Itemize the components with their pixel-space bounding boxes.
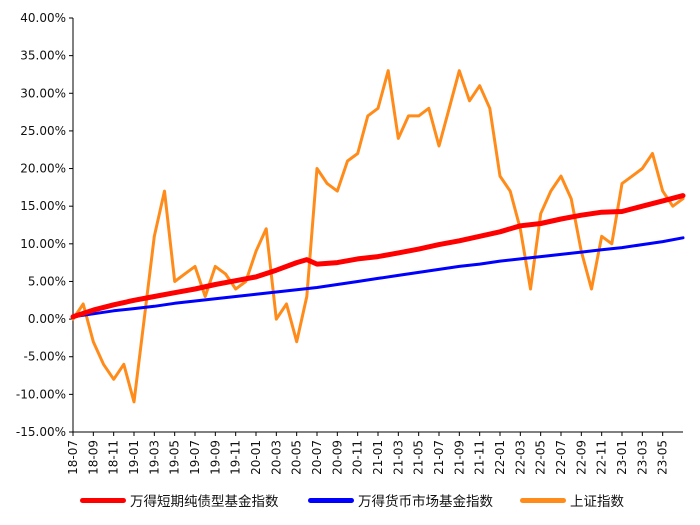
x-tick-label: 20-03: [269, 440, 283, 475]
x-tick-label: 20-05: [290, 440, 304, 475]
legend-swatch-3: [520, 497, 566, 503]
x-tick-label: 21-03: [391, 440, 405, 475]
y-tick-label: 5.00%: [28, 274, 66, 288]
legend-item-3: 上证指数: [520, 486, 624, 514]
x-tick-label: 21-01: [371, 440, 385, 475]
x-tick-label: 20-07: [310, 440, 324, 475]
y-tick-label: 20.00%: [20, 162, 66, 176]
x-tick-label: 19-11: [229, 440, 243, 475]
x-tick-label: 19-03: [147, 440, 161, 475]
x-tick-label: 19-01: [127, 440, 141, 475]
x-tick-label: 22-07: [554, 440, 568, 475]
series-line-3: [71, 69, 685, 404]
x-tick-label: 23-01: [615, 440, 629, 475]
y-tick-label: 30.00%: [20, 86, 66, 100]
x-tick-label: 19-05: [168, 440, 182, 475]
x-tick-label: 21-09: [452, 440, 466, 475]
legend-label-1: 万得短期纯债型基金指数: [130, 494, 279, 510]
x-tick-label: 20-11: [351, 440, 365, 475]
x-tick-label: 22-03: [513, 440, 527, 475]
series-line-2: [71, 236, 685, 319]
legend: 万得短期纯债型基金指数 万得货币市场基金指数 上证指数: [0, 486, 700, 514]
y-axis: 40.00% 35.00% 30.00% 25.00% 20.00% 15.00% 10.0…: [16, 11, 74, 439]
y-tick-label: 10.00%: [20, 237, 66, 251]
x-tick-label: 19-09: [208, 440, 222, 475]
y-tick-label: 40.00%: [20, 11, 66, 25]
y-tick-label: -5.00%: [24, 350, 66, 364]
x-tick-label: 21-05: [412, 440, 426, 475]
x-tick-label: 20-09: [330, 440, 344, 475]
y-tick-label: 25.00%: [20, 124, 66, 138]
x-tick-label: 22-05: [534, 440, 548, 475]
series-line-1: [70, 193, 686, 320]
y-tick-label: -15.00%: [16, 425, 66, 439]
x-tick-label: 22-09: [574, 440, 588, 475]
x-tick-label: 21-11: [473, 440, 487, 475]
legend-item-1: 万得短期纯债型基金指数: [80, 486, 279, 514]
x-tick-label: 23-03: [635, 440, 649, 475]
legend-label-3: 上证指数: [570, 494, 624, 510]
series-layer: [70, 69, 686, 404]
legend-swatch-2: [308, 497, 354, 503]
x-tick-label: 19-07: [188, 440, 202, 475]
legend-swatch-1: [80, 497, 126, 503]
x-tick-label: 18-11: [107, 440, 121, 475]
y-tick-label: 0.00%: [28, 312, 66, 326]
x-tick-label: 22-01: [493, 440, 507, 475]
x-tick-label: 23-05: [656, 440, 670, 475]
x-tick-label: 21-07: [432, 440, 446, 475]
x-tick-label: 22-11: [595, 440, 609, 475]
y-tick-label: -10.00%: [16, 387, 66, 401]
x-tick-label: 18-07: [66, 440, 80, 475]
legend-item-2: 万得货币市场基金指数: [308, 486, 493, 514]
x-tick-label: 18-09: [86, 440, 100, 475]
legend-label-2: 万得货币市场基金指数: [358, 494, 493, 510]
x-axis: 18-07 18-09 18-11 19-01 19-03 19-05 19-07 19-09…: [66, 431, 683, 475]
y-tick-label: 35.00%: [20, 49, 66, 63]
y-tick-label: 15.00%: [20, 199, 66, 213]
x-tick-label: 20-01: [249, 440, 263, 475]
